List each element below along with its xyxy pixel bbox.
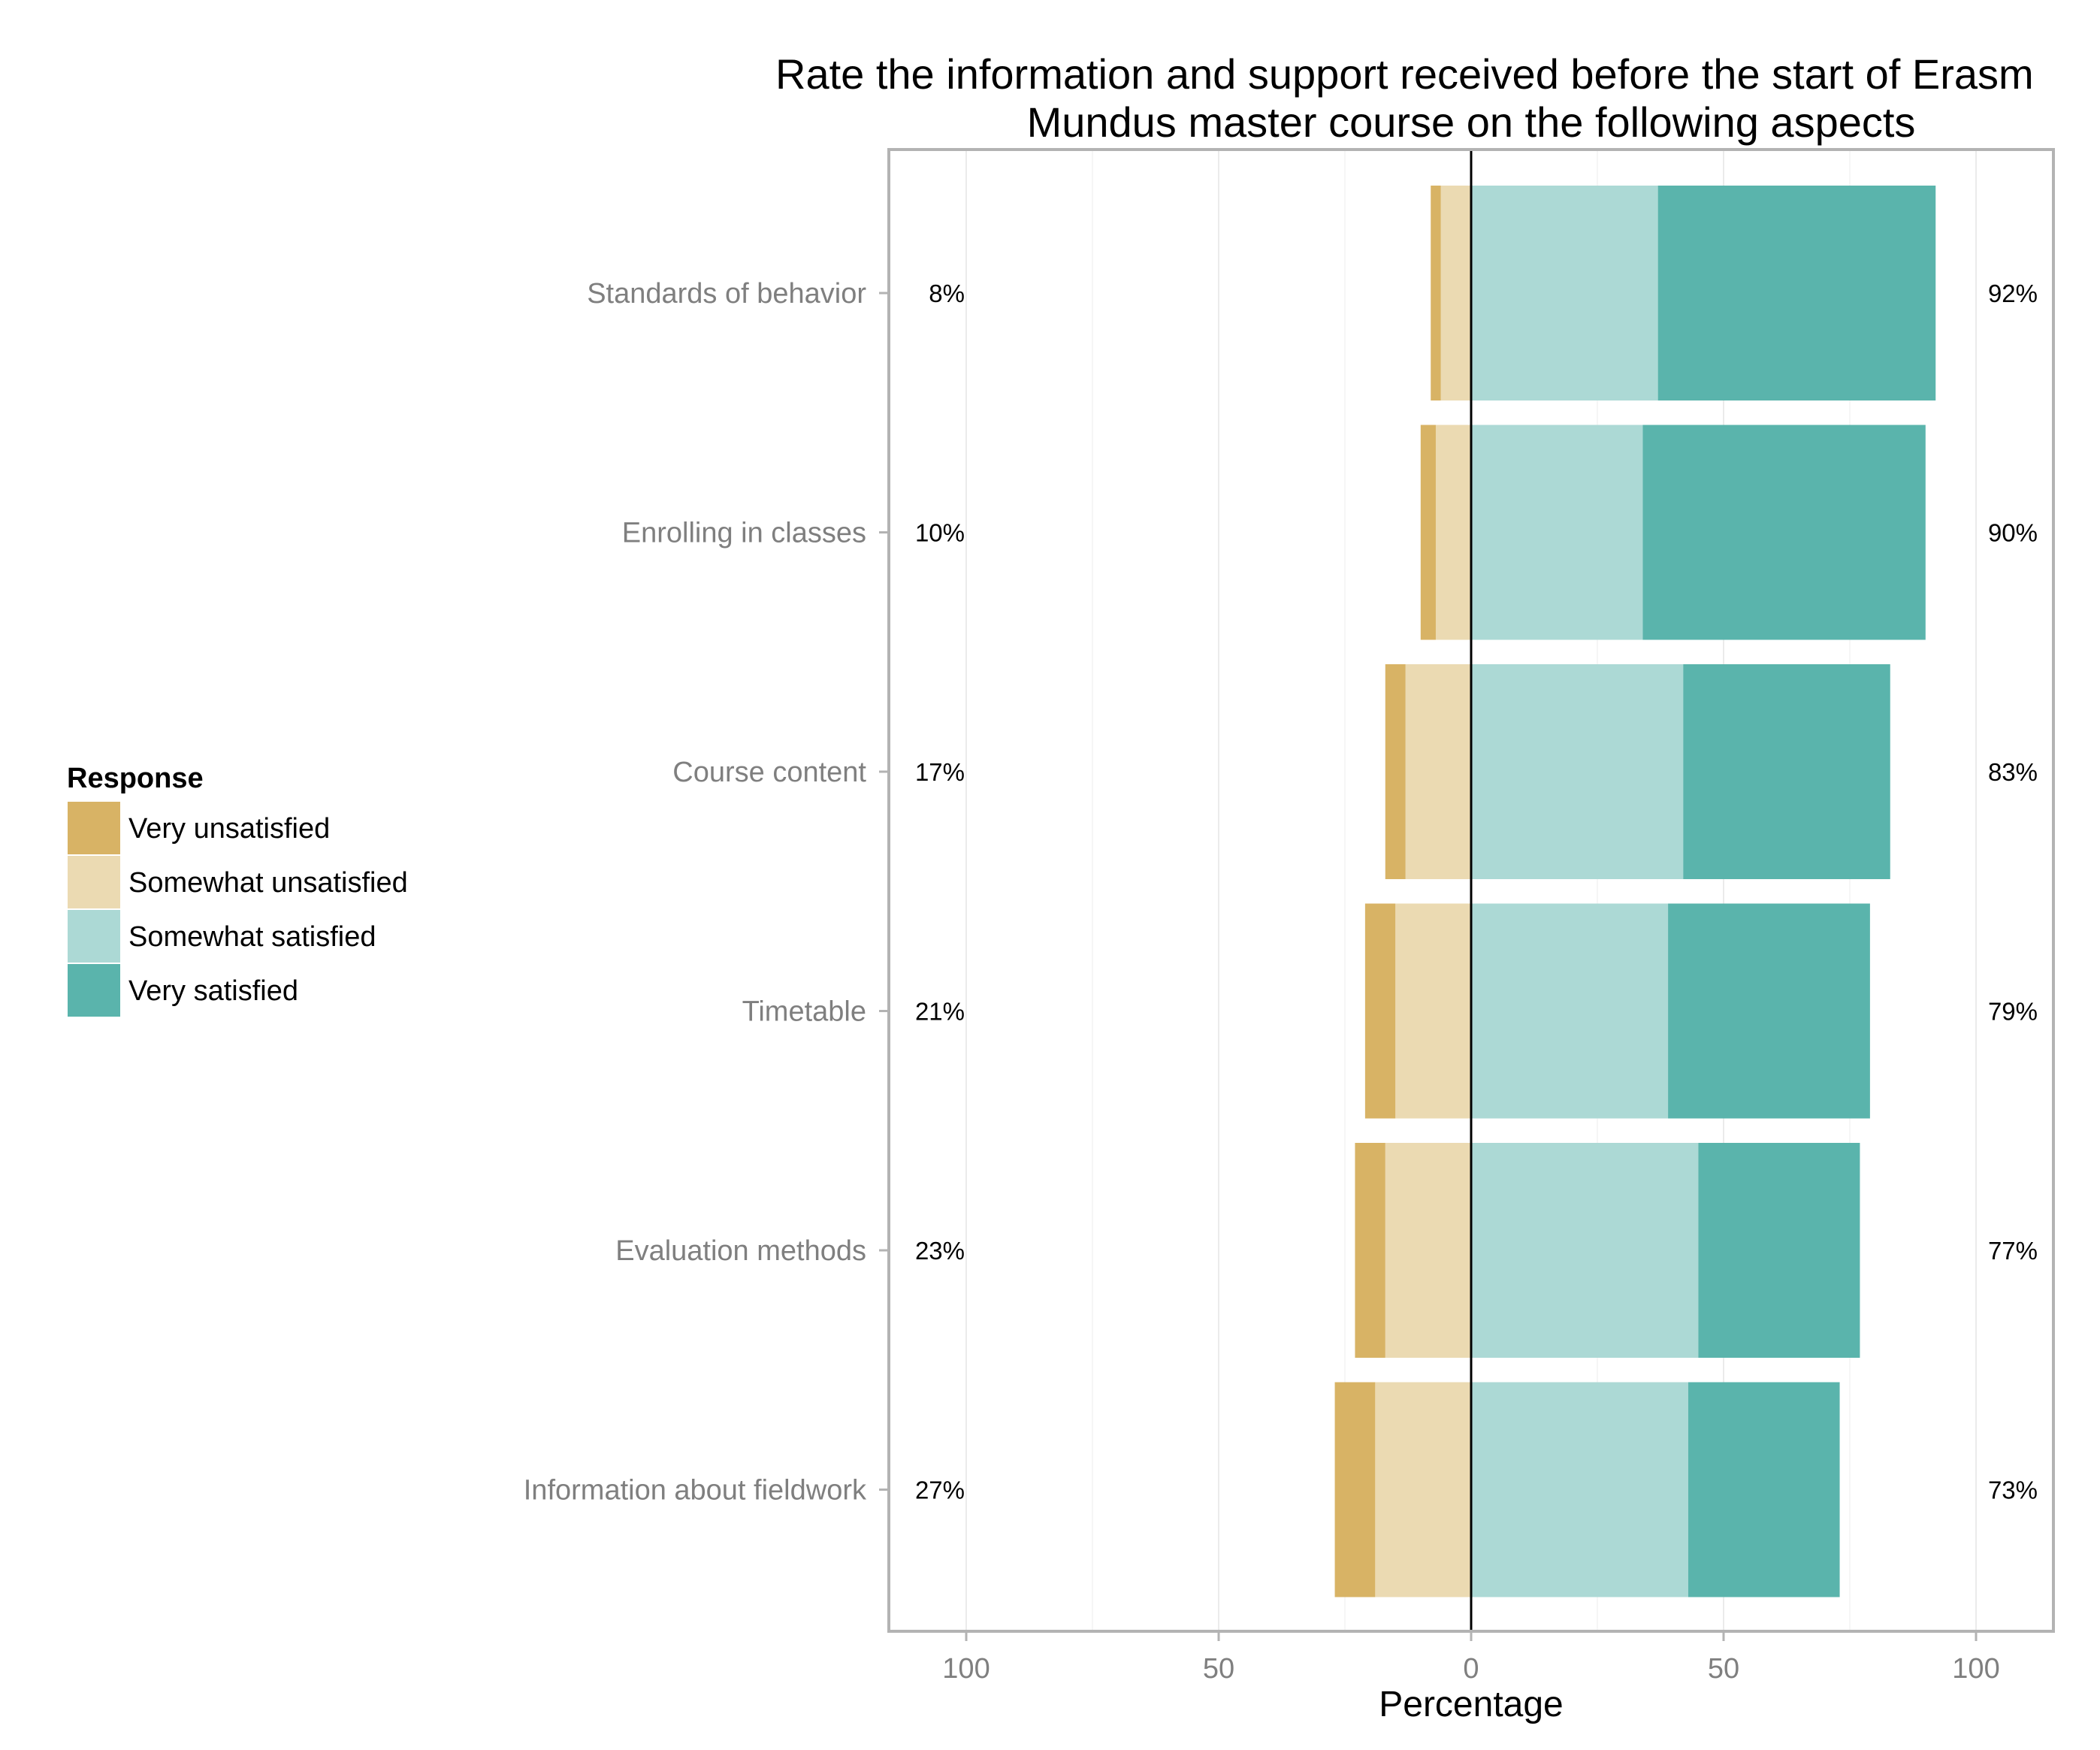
chart-title-line-1: Rate the information and support receive…	[775, 50, 2034, 98]
bar-5-series-2	[1385, 1143, 1471, 1358]
bar-2-series-2	[1435, 425, 1471, 640]
left-totals: 8% 10% 17% 21% 23% 27%	[915, 280, 965, 1504]
bar-4-series-2	[1395, 903, 1471, 1119]
bar-4-series-3	[1471, 903, 1669, 1119]
bar-2-series-1	[1420, 425, 1436, 640]
bar-3-series-1	[1385, 664, 1406, 879]
x-tick-label-5: 100	[1952, 1653, 1999, 1685]
bar-1-series-4	[1657, 186, 1936, 400]
right-total-3: 83%	[1988, 758, 2038, 786]
bar-6-series-4	[1688, 1382, 1840, 1597]
x-axis-title: Percentage	[1379, 1685, 1564, 1724]
legend: Response Very unsatisfied Somewhat unsati…	[66, 763, 408, 1018]
legend-swatch-4	[66, 963, 122, 1018]
chart-title: Rate the information and support receive…	[775, 50, 2034, 146]
bar-1-series-3	[1471, 186, 1658, 400]
right-total-5: 77%	[1988, 1237, 2038, 1265]
right-total-6: 73%	[1988, 1476, 2038, 1504]
category-label-4: Timetable	[742, 996, 866, 1028]
x-axis-ticks: 100 50 0 50 100	[942, 1631, 2000, 1685]
bar-3-series-4	[1683, 664, 1890, 879]
bar-4-series-1	[1364, 903, 1396, 1119]
legend-items: Very unsatisfied Somewhat unsatisfied Some…	[66, 800, 408, 1018]
bar-6-series-2	[1375, 1382, 1471, 1597]
category-label-3: Course content	[672, 757, 866, 788]
bar-3-series-3	[1471, 664, 1684, 879]
bar-4-series-4	[1668, 903, 1870, 1119]
bar-1-series-2	[1440, 186, 1471, 400]
right-total-1: 92%	[1988, 280, 2038, 307]
legend-label-3: Somewhat satisfied	[128, 921, 376, 953]
chart-title-line-2: Mundus master course on the following as…	[1027, 98, 1916, 146]
left-total-4: 21%	[915, 998, 965, 1026]
left-total-1: 8%	[929, 280, 965, 307]
category-labels: Standards of behavior Enrolling in classe…	[524, 278, 889, 1507]
legend-label-2: Somewhat unsatisfied	[128, 867, 408, 899]
legend-swatch-1	[66, 800, 122, 856]
category-label-5: Evaluation methods	[615, 1235, 866, 1267]
bar-2-series-3	[1471, 425, 1643, 640]
bar-2-series-4	[1642, 425, 1926, 640]
x-tick-label-4: 50	[1708, 1653, 1739, 1685]
bar-5-series-4	[1698, 1143, 1860, 1358]
bar-5-series-1	[1355, 1143, 1385, 1358]
category-label-2: Enrolling in classes	[622, 518, 866, 549]
left-total-5: 23%	[915, 1237, 965, 1265]
bar-5-series-3	[1471, 1143, 1699, 1358]
legend-swatch-2	[66, 854, 122, 910]
category-label-1: Standards of behavior	[587, 278, 866, 310]
right-totals: 92% 90% 83% 79% 77% 73%	[1988, 280, 2038, 1504]
left-total-6: 27%	[915, 1476, 965, 1504]
bar-6-series-1	[1334, 1382, 1376, 1597]
legend-label-4: Very satisfied	[128, 975, 298, 1007]
legend-label-1: Very unsatisfied	[128, 813, 330, 845]
x-tick-label-2: 50	[1203, 1653, 1234, 1685]
right-total-4: 79%	[1988, 998, 2038, 1026]
bar-1-series-1	[1431, 186, 1441, 400]
legend-title: Response	[67, 763, 204, 794]
bar-3-series-2	[1405, 664, 1471, 879]
x-tick-label-3: 0	[1463, 1653, 1479, 1685]
bar-6-series-3	[1471, 1382, 1688, 1597]
left-total-3: 17%	[915, 758, 965, 786]
bars	[1334, 186, 1936, 1597]
right-total-2: 90%	[1988, 519, 2038, 547]
left-total-2: 10%	[915, 519, 965, 547]
x-tick-label-1: 100	[942, 1653, 990, 1685]
category-label-6: Information about fieldwork	[524, 1475, 867, 1507]
legend-swatch-3	[66, 908, 122, 964]
